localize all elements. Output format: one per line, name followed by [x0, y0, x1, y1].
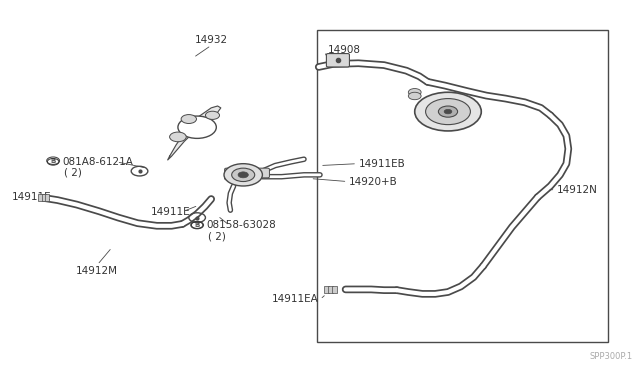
Text: 08158-63028: 08158-63028 [206, 220, 276, 230]
Circle shape [408, 92, 421, 100]
Bar [328, 286, 333, 293]
Text: 081A8-6121A: 081A8-6121A [62, 157, 133, 167]
Text: ( 2): ( 2) [64, 168, 82, 178]
Circle shape [415, 92, 481, 131]
Text: 14908: 14908 [328, 45, 361, 55]
Text: 14920+B: 14920+B [349, 177, 397, 187]
Text: B: B [51, 158, 56, 164]
Text: SPP300P.1: SPP300P.1 [589, 352, 632, 361]
Circle shape [444, 109, 452, 114]
Text: 14912M: 14912M [76, 266, 118, 276]
Circle shape [181, 115, 196, 124]
Text: 14912N: 14912N [557, 185, 598, 195]
Text: 14911EB: 14911EB [358, 159, 405, 169]
Bar [42, 194, 46, 201]
Bar [317, 30, 608, 342]
Circle shape [426, 99, 470, 125]
Text: B: B [51, 159, 55, 164]
Circle shape [232, 168, 255, 182]
Circle shape [224, 164, 262, 186]
Bar [38, 194, 43, 201]
FancyBboxPatch shape [254, 168, 269, 178]
Text: 14932: 14932 [195, 35, 228, 45]
Circle shape [205, 111, 220, 119]
Circle shape [178, 116, 216, 138]
Text: 14911E: 14911E [12, 192, 51, 202]
Polygon shape [168, 106, 221, 160]
Circle shape [170, 132, 186, 142]
Circle shape [238, 172, 248, 178]
Text: 14911EA: 14911EA [272, 295, 319, 304]
Circle shape [408, 89, 421, 96]
Text: B: B [195, 222, 200, 228]
Text: ( 2): ( 2) [208, 231, 226, 241]
Text: B: B [195, 222, 199, 228]
Text: 14911E: 14911E [150, 207, 190, 217]
Bar [45, 194, 49, 201]
Bar [324, 286, 329, 293]
Bar [332, 286, 337, 293]
Circle shape [438, 106, 458, 117]
FancyBboxPatch shape [326, 54, 349, 67]
FancyBboxPatch shape [225, 168, 240, 180]
